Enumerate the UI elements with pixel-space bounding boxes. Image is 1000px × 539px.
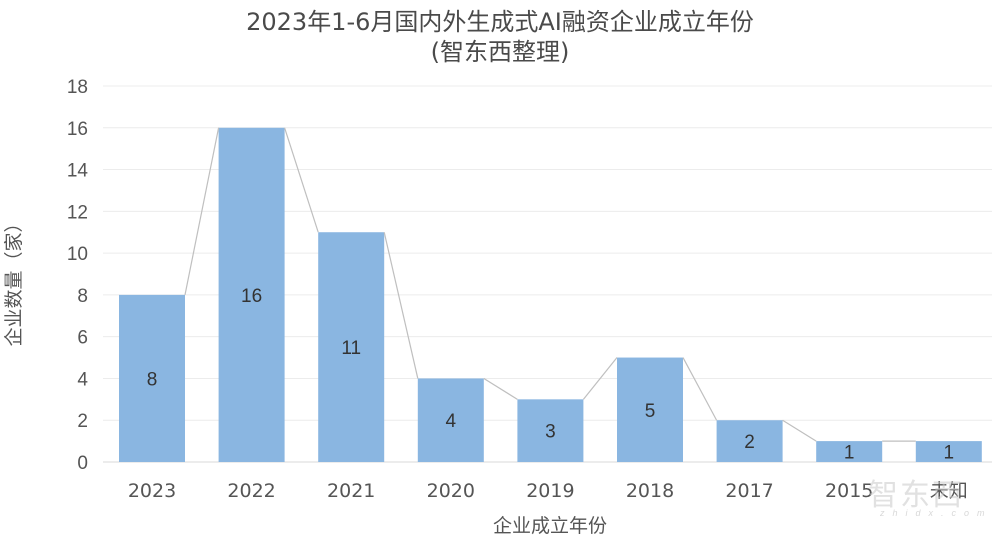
connector-line bbox=[284, 127, 319, 233]
x-tick-label: 2021 bbox=[327, 480, 375, 502]
y-axis-ticks: 0 2 4 6 8 10 12 14 16 18 bbox=[67, 77, 89, 474]
chart-subtitle: (智东西整理) bbox=[430, 38, 570, 66]
bars bbox=[119, 127, 982, 463]
bar-2020 bbox=[417, 378, 484, 462]
y-tick-label: 14 bbox=[67, 161, 89, 182]
bar-2018 bbox=[617, 357, 683, 462]
y-tick-label: 16 bbox=[67, 119, 88, 140]
y-tick-label: 4 bbox=[77, 369, 88, 390]
connector-line bbox=[682, 357, 718, 421]
watermark-url: zhidx.com bbox=[880, 508, 993, 518]
data-label: 1 bbox=[844, 443, 855, 464]
y-tick-label: 2 bbox=[77, 411, 88, 432]
data-label: 5 bbox=[645, 401, 656, 422]
bar-2015 bbox=[816, 441, 883, 462]
connector-line bbox=[782, 419, 817, 442]
y-tick-label: 12 bbox=[67, 202, 88, 223]
x-tick-label: 未知 bbox=[930, 480, 968, 502]
bar-2021 bbox=[318, 232, 385, 462]
data-label: 4 bbox=[446, 411, 457, 432]
data-label: 3 bbox=[545, 422, 556, 443]
y-tick-label: 10 bbox=[67, 244, 88, 265]
bar-未知 bbox=[915, 441, 982, 462]
y-tick-label: 18 bbox=[67, 77, 88, 98]
data-label: 1 bbox=[944, 443, 955, 464]
x-tick-label: 2022 bbox=[227, 480, 275, 502]
chart-title: 2023年1-6月国内外生成式AI融资企业成立年份 bbox=[246, 8, 754, 36]
data-label: 8 bbox=[147, 369, 158, 390]
connector-line bbox=[184, 127, 220, 296]
data-label: 2 bbox=[744, 432, 755, 453]
x-axis-label: 企业成立年份 bbox=[493, 515, 607, 537]
data-label: 16 bbox=[241, 286, 262, 307]
watermark-logo: 智东西 bbox=[868, 478, 964, 513]
connector-lines bbox=[184, 127, 916, 442]
bar-2023 bbox=[119, 294, 185, 462]
connector-line bbox=[383, 232, 419, 379]
bar-2019 bbox=[517, 399, 584, 462]
y-tick-label: 0 bbox=[77, 453, 88, 474]
y-axis-label: 企业数量（家） bbox=[3, 213, 25, 346]
y-tick-label: 6 bbox=[77, 328, 88, 349]
x-tick-label: 2023 bbox=[128, 480, 176, 502]
bar-2017 bbox=[716, 420, 783, 462]
y-tick-label: 8 bbox=[77, 286, 88, 307]
x-tick-label: 2018 bbox=[626, 480, 674, 502]
bar-2022 bbox=[218, 127, 285, 463]
x-tick-label: 2015 bbox=[825, 480, 873, 502]
data-label: 11 bbox=[341, 338, 361, 359]
x-axis-ticks: 2023 2022 2021 2020 2019 2018 2017 2015 未知 bbox=[128, 480, 968, 502]
x-tick-label: 2019 bbox=[526, 480, 574, 502]
x-tick-label: 2020 bbox=[427, 480, 475, 502]
x-tick-label: 2017 bbox=[725, 480, 773, 502]
connector-line bbox=[582, 357, 618, 400]
connector-line bbox=[483, 377, 518, 400]
